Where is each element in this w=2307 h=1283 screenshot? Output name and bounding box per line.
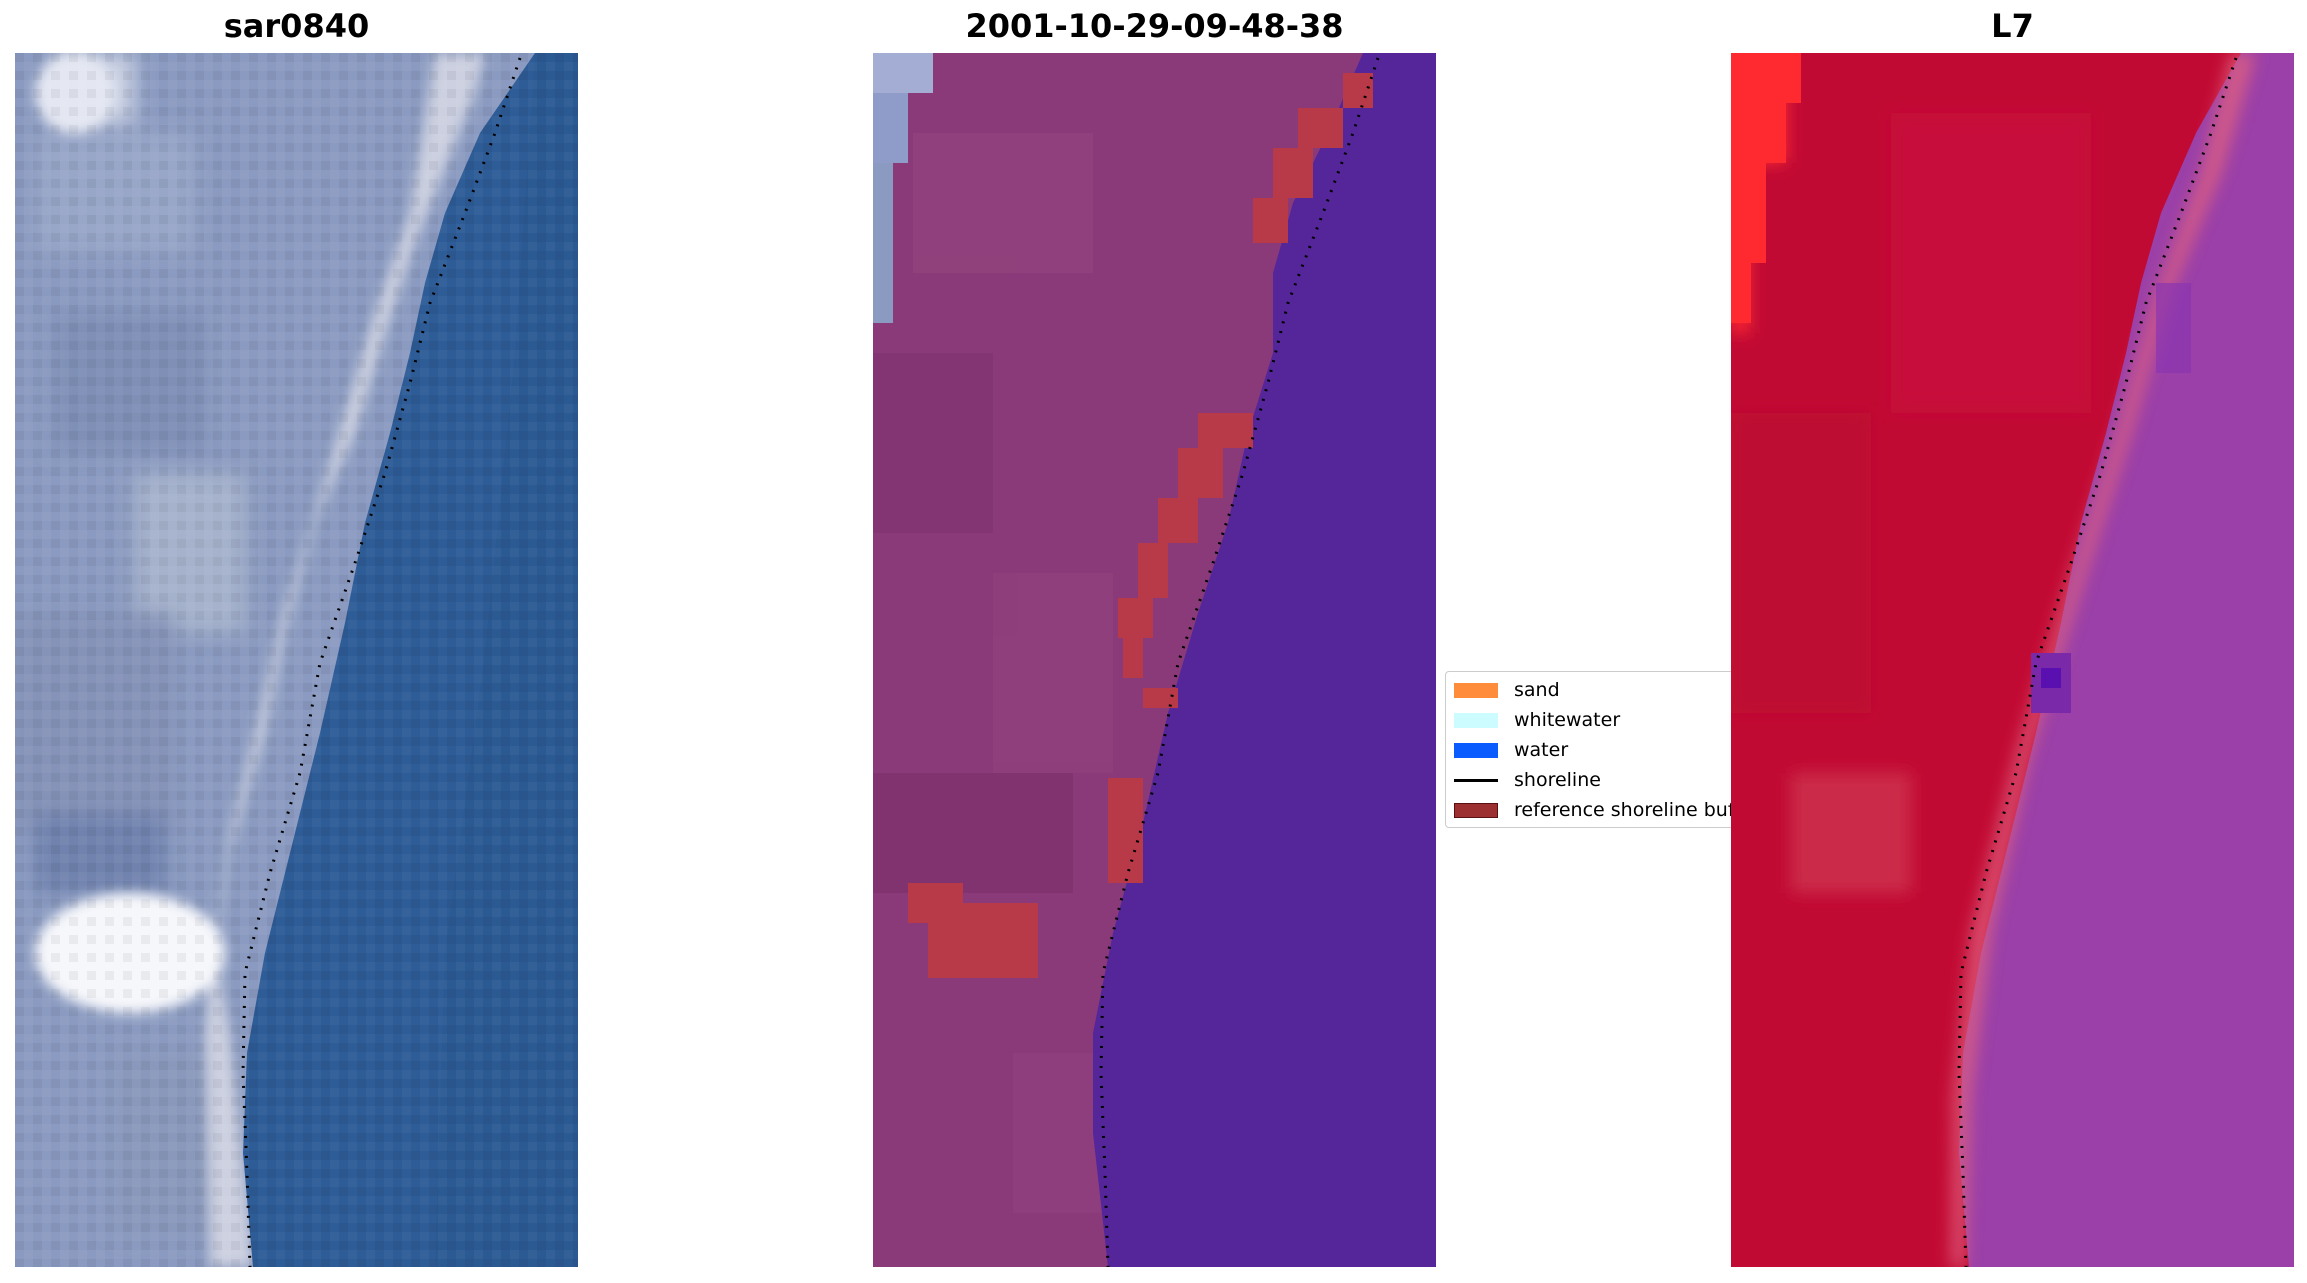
classified-image: [873, 53, 1436, 1267]
legend-label: reference shoreline buffer: [1514, 799, 1735, 821]
rgb-image: [15, 53, 578, 1267]
classified-image-panel: [873, 53, 1436, 1267]
legend-item-reference-buffer: reference shoreline buffer: [1454, 796, 1735, 824]
rgb-image-panel: [15, 53, 578, 1267]
panel-title-rgb: sar0840: [223, 7, 370, 45]
l7-image: [1731, 53, 2294, 1267]
legend-label: whitewater: [1514, 709, 1621, 731]
legend-item-whitewater: whitewater: [1454, 706, 1620, 734]
panel-title-classified: 2001-10-29-09-48-38: [965, 7, 1344, 45]
shoreline-rgb: [241, 57, 522, 1267]
shoreline-classified: [1099, 57, 1380, 1267]
legend-label: water: [1514, 739, 1569, 761]
legend-item-water: water: [1454, 736, 1568, 764]
legend-label: shoreline: [1514, 769, 1601, 791]
whitewater-swatch: [1454, 712, 1498, 728]
panel-title-l7: L7: [1991, 7, 2034, 45]
shoreline-l7: [1957, 57, 2238, 1267]
legend-item-sand: sand: [1454, 676, 1560, 704]
water-swatch: [1454, 742, 1498, 758]
l7-image-panel: [1731, 53, 2294, 1267]
reference-buffer-swatch: [1454, 802, 1498, 818]
legend-item-shoreline: shoreline: [1454, 766, 1601, 794]
legend: sand whitewater water shoreline referenc…: [1445, 671, 1735, 828]
legend-label: sand: [1514, 679, 1560, 701]
shoreline-line-icon: [1454, 778, 1498, 782]
sand-swatch: [1454, 682, 1498, 698]
